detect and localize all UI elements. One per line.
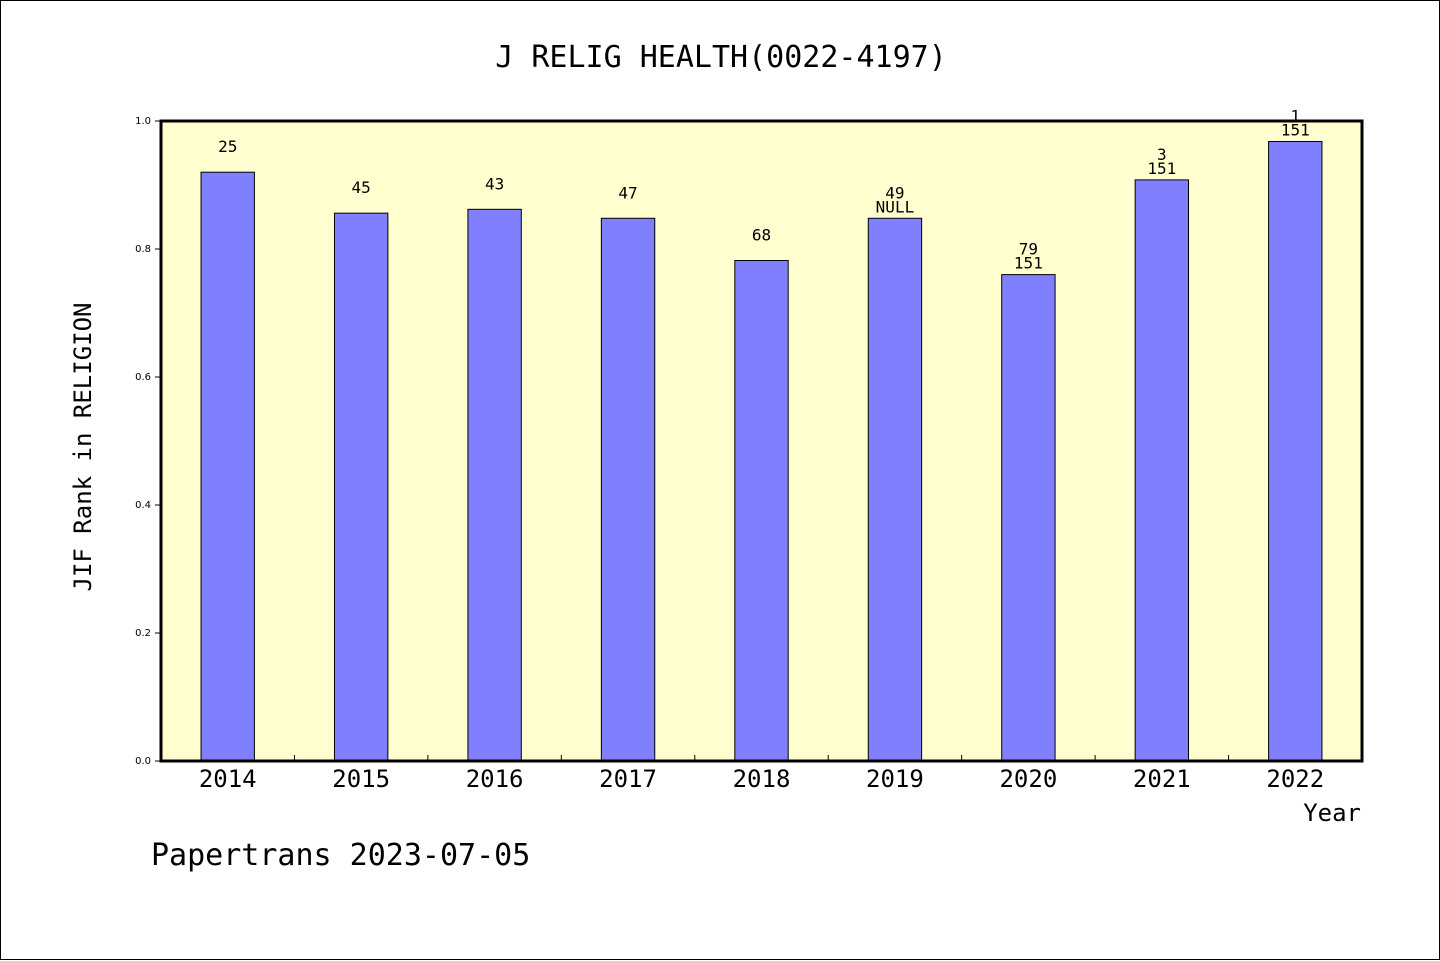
y-tick-label: 0.4 — [135, 500, 151, 511]
bar-value-label: 68 — [752, 226, 771, 245]
bar-2015 — [333, 212, 389, 762]
y-axis-ticks: 0.0 0.2 0.4 0.6 0.8 1.0 — [135, 116, 161, 767]
y-tick-label: 0.6 — [135, 372, 151, 383]
bar-rank-label: 49 — [885, 183, 904, 202]
bar-value-label: 25 — [218, 137, 237, 156]
bar-total-label: 151 — [1147, 159, 1176, 178]
y-tick-label: 1.0 — [135, 116, 151, 127]
bar-rank-label: 1 — [1290, 106, 1300, 125]
plot-border — [159, 119, 1364, 763]
x-tick-label: 2016 — [466, 765, 524, 793]
bar-2022 — [1268, 140, 1323, 762]
bar-2020 — [1001, 274, 1056, 762]
y-tick-label: 0.8 — [135, 244, 151, 255]
bar-value-label: 43 — [485, 174, 504, 193]
bar-rank-label: 3 — [1157, 145, 1167, 164]
bar-2019 — [867, 217, 923, 762]
footer-text: Papertrans 2023-07-05 — [151, 838, 530, 873]
x-tick-label: 2015 — [332, 765, 390, 793]
bar-series — [200, 140, 1323, 762]
bar-2014 — [200, 171, 255, 762]
chart-title: J RELIG HEALTH(0022-4197) — [495, 40, 947, 75]
bar-total-label: 151 — [1014, 254, 1043, 273]
x-tick-label: 2014 — [199, 765, 257, 793]
bar-rank-label: 79 — [1019, 240, 1038, 259]
bar-2017 — [600, 217, 656, 762]
y-tick-label: 0.2 — [135, 628, 151, 639]
y-axis-label: JIF Rank in RELIGION — [69, 303, 97, 592]
y-tick-label: 0.0 — [135, 756, 151, 767]
x-tick-label: 2019 — [866, 765, 924, 793]
x-tick-label: 2021 — [1133, 765, 1191, 793]
x-tick-label: 2022 — [1266, 765, 1324, 793]
bar-total-label: 151 — [1281, 120, 1310, 139]
x-tick-label: 2017 — [599, 765, 657, 793]
bar-total-label: NULL — [876, 197, 915, 216]
bar-value-label: 47 — [618, 183, 637, 202]
bar-2016 — [467, 208, 522, 762]
bar-2021 — [1134, 179, 1190, 762]
x-tick-label: 2018 — [733, 765, 791, 793]
x-tick-label: 2020 — [999, 765, 1057, 793]
x-axis-label: Year — [1303, 799, 1361, 827]
bar-value-label: 45 — [352, 178, 371, 197]
bar-2018 — [734, 260, 789, 762]
x-axis-ticks: 2014 2015 2016 2017 2018 2019 2020 2021 2022 — [199, 755, 1324, 793]
